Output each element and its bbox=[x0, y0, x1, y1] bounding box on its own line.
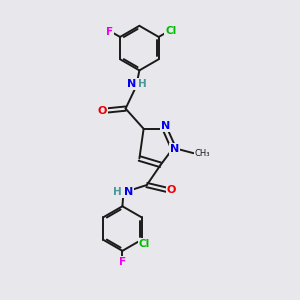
Text: N: N bbox=[161, 121, 170, 131]
Text: O: O bbox=[167, 185, 176, 195]
Text: N: N bbox=[127, 79, 136, 89]
Text: Cl: Cl bbox=[165, 26, 176, 36]
Text: F: F bbox=[119, 257, 126, 267]
Text: N: N bbox=[124, 188, 133, 197]
Text: Cl: Cl bbox=[139, 239, 150, 249]
Text: CH₃: CH₃ bbox=[195, 149, 210, 158]
Text: N: N bbox=[170, 144, 179, 154]
Text: H: H bbox=[113, 188, 122, 197]
Text: F: F bbox=[106, 27, 113, 37]
Text: H: H bbox=[138, 79, 146, 89]
Text: O: O bbox=[98, 106, 107, 116]
